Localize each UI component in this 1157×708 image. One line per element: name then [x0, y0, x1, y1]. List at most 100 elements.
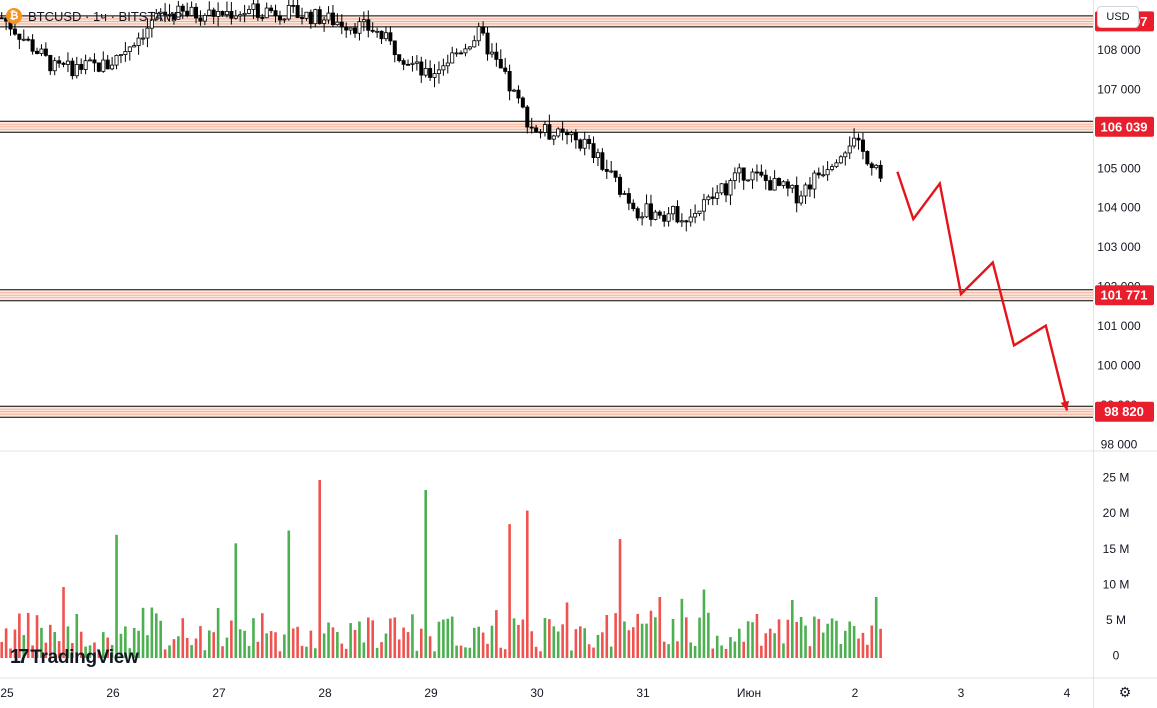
volume-bar: [283, 634, 286, 658]
candle-up: [286, 4, 291, 20]
candle-up: [132, 45, 137, 48]
currency-button[interactable]: USD: [1097, 6, 1139, 28]
candle-up: [123, 51, 128, 55]
candle-down: [604, 168, 609, 172]
volume-bar: [556, 631, 560, 658]
volume-bar: [199, 626, 202, 658]
candle-down: [613, 170, 618, 178]
volume-bar: [472, 627, 476, 658]
candle-up: [838, 156, 843, 164]
candle-down: [547, 124, 552, 140]
candle-up: [136, 37, 141, 46]
volume-bar: [609, 646, 613, 658]
price-tick-label: 105 000: [1097, 161, 1141, 175]
volume-bar: [66, 626, 70, 658]
volume-bar: [490, 625, 494, 658]
candle-down: [600, 152, 605, 170]
price-tick-label: 107 000: [1097, 82, 1141, 96]
volume-bar: [596, 634, 600, 658]
candle-up: [582, 138, 587, 149]
volume-bar: [437, 621, 441, 658]
volume-bar: [548, 619, 551, 658]
candle-down: [277, 15, 282, 21]
volume-tick-label: 15 M: [1103, 542, 1130, 556]
candle-up: [644, 203, 649, 218]
price-candles: [0, 0, 883, 232]
volume-bar: [132, 627, 136, 658]
forecast-arrow: [896, 171, 1070, 411]
volume-bar: [786, 619, 790, 658]
volume-bar: [18, 613, 21, 658]
volume-bar: [583, 628, 586, 658]
volume-bar: [684, 617, 688, 658]
candle-up: [145, 27, 150, 39]
volume-bar: [720, 645, 723, 658]
candle-down: [308, 11, 313, 25]
volume-bar: [481, 632, 485, 658]
volume-bar: [141, 607, 145, 658]
candle-up: [436, 69, 441, 74]
candle-up: [154, 13, 159, 21]
candle-up: [83, 60, 88, 70]
forecast-arrowhead: [1060, 400, 1070, 411]
candle-up: [719, 183, 724, 194]
volume-bar: [296, 626, 299, 658]
candle-up: [556, 128, 561, 137]
candle-down: [741, 167, 746, 181]
price-tick-label: 103 000: [1097, 240, 1141, 254]
volume-bar: [225, 637, 229, 658]
candle-down: [12, 28, 17, 35]
gear-icon[interactable]: ⚙: [1118, 683, 1132, 700]
logo-mark: 17: [10, 646, 29, 668]
candle-up: [467, 46, 472, 50]
candle-down: [520, 97, 525, 108]
volume-bar: [433, 651, 436, 658]
time-axis: 25 26 27 28 29 30 31 Июн 2 3 4: [0, 686, 1070, 700]
volume-bar: [88, 645, 92, 658]
volume-bar: [459, 645, 463, 658]
candle-up: [737, 167, 742, 174]
volume-bar: [782, 643, 785, 658]
volume-bar: [349, 623, 352, 658]
candle-down: [538, 131, 543, 134]
volume-bar: [729, 637, 732, 658]
candle-up: [361, 19, 366, 23]
candle-up: [149, 19, 154, 29]
candle-down: [269, 7, 274, 12]
candle-up: [233, 15, 238, 19]
volume-bar: [13, 629, 17, 658]
candle-up: [282, 18, 287, 21]
volume-tick-label: 25 M: [1103, 471, 1130, 485]
volume-bar: [411, 614, 414, 658]
volume-bar: [269, 631, 273, 658]
volume-bar: [477, 626, 480, 658]
candle-down: [591, 143, 596, 158]
candle-up: [701, 199, 706, 212]
candle-down: [92, 59, 97, 64]
candle-down: [406, 63, 411, 66]
candle-up: [781, 181, 786, 186]
candle-down: [194, 6, 199, 19]
candle-down: [379, 30, 384, 40]
level-label-bg: [1095, 116, 1154, 137]
volume-bar: [344, 648, 348, 658]
level-label-bg: [1095, 401, 1154, 422]
symbol-header[interactable]: ₿ BTCUSD · 1ч · BITSTAMP: [6, 6, 183, 26]
bitcoin-icon: ₿: [6, 8, 22, 24]
candle-down: [70, 60, 75, 77]
candle-up: [357, 21, 362, 34]
candle-up: [790, 184, 795, 189]
volume-bar: [495, 610, 498, 658]
candle-down: [370, 29, 375, 32]
candle-up: [322, 19, 327, 24]
candle-down: [61, 62, 66, 65]
candle-down: [724, 183, 729, 196]
volume-bar: [26, 612, 30, 658]
volume-bar: [4, 628, 8, 658]
volume-bar: [137, 630, 140, 658]
volume-bar: [247, 645, 251, 658]
time-tick-label: Июн: [737, 686, 761, 700]
volume-bar: [790, 599, 794, 658]
time-tick-label: 3: [958, 686, 965, 700]
